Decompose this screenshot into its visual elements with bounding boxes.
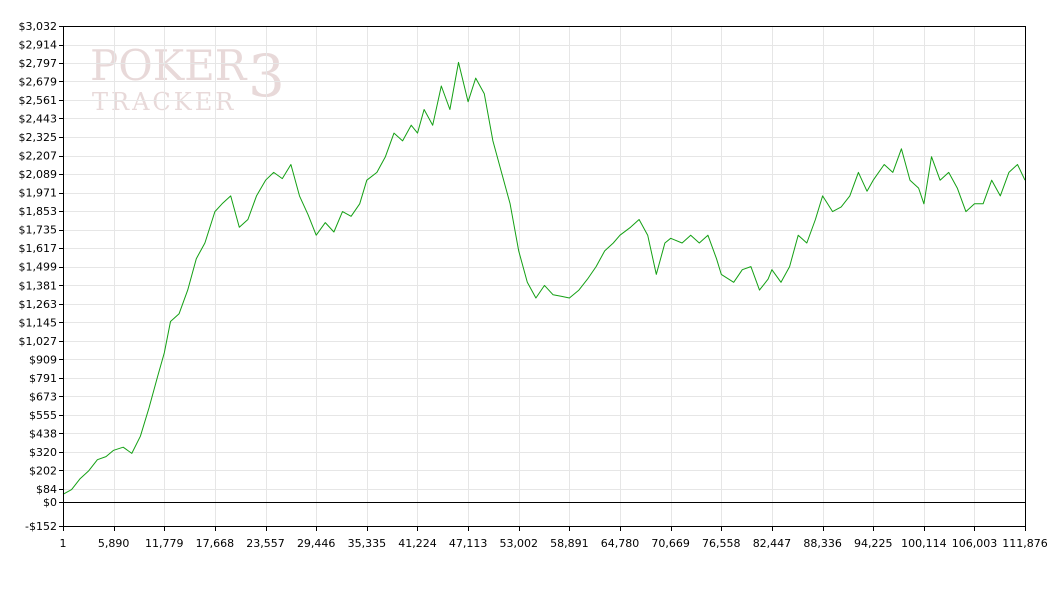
y-tick-label: $2,089 — [19, 168, 58, 181]
y-tick-label: $791 — [29, 372, 57, 385]
x-tick-label: 29,446 — [297, 537, 336, 550]
y-tick-label: $438 — [29, 427, 57, 440]
y-tick-label: $2,797 — [19, 57, 58, 70]
y-tick-label: $2,561 — [19, 94, 58, 107]
x-tick-label: 11,779 — [145, 537, 184, 550]
x-tick-label: 17,668 — [196, 537, 235, 550]
y-tick-label: $1,263 — [19, 298, 58, 311]
y-tick-label: $1,617 — [19, 242, 58, 255]
x-tick-label: 41,224 — [398, 537, 437, 550]
x-tick-label: 5,890 — [98, 537, 130, 550]
y-tick-label: $202 — [29, 464, 57, 477]
y-tick-label: $2,679 — [19, 75, 58, 88]
x-tick-label: 1 — [60, 537, 67, 550]
y-tick-label: $2,207 — [19, 150, 58, 163]
grid-lines — [63, 26, 1026, 527]
y-tick-label: -$152 — [25, 520, 57, 533]
x-tick-label: 70,669 — [651, 537, 690, 550]
x-tick-label: 53,002 — [499, 537, 538, 550]
x-tick-label: 100,114 — [901, 537, 947, 550]
x-tick-label: 88,336 — [803, 537, 842, 550]
y-tick-label: $1,381 — [19, 279, 58, 292]
watermark-tracker-text: TRACKER — [92, 88, 236, 116]
x-tick-label: 47,113 — [449, 537, 488, 550]
x-tick-label: 23,557 — [246, 537, 285, 550]
y-tick-label: $555 — [29, 409, 57, 422]
poker-tracker-watermark: POKER 3 TRACKER — [90, 41, 285, 116]
x-tick-label: 58,891 — [550, 537, 589, 550]
y-tick-label: $3,032 — [19, 20, 58, 33]
y-tick-label: $0 — [43, 496, 57, 509]
y-tick-label: $1,027 — [19, 335, 58, 348]
y-tick-label: $2,325 — [19, 131, 58, 144]
plot-area-frame — [63, 26, 1026, 527]
y-tick-label: $2,443 — [19, 112, 58, 125]
bankroll-series-line — [62, 61, 1026, 495]
series-group — [62, 61, 1026, 495]
y-axis-tick-labels: -$152 $0$84 $202 $320 $438 $555 $673 $791 $909 $1… — [19, 20, 63, 533]
watermark-poker-text: POKER — [90, 41, 248, 90]
x-tick-label: 94,225 — [854, 537, 893, 550]
x-tick-label: 76,558 — [702, 537, 741, 550]
y-tick-label: $1,971 — [19, 187, 58, 200]
x-tick-label: 35,335 — [348, 537, 387, 550]
y-tick-label: $1,145 — [19, 316, 58, 329]
x-tick-label: 111,876 — [1002, 537, 1048, 550]
x-tick-label: 64,780 — [601, 537, 640, 550]
y-tick-label: $1,735 — [19, 224, 58, 237]
y-tick-label: $2,914 — [19, 39, 58, 52]
x-axis-tick-labels: 1 5,890 11,779 17,668 23,557 29,446 35,335 41,2… — [60, 526, 1048, 550]
x-tick-label: 106,003 — [952, 537, 998, 550]
y-tick-label: $673 — [29, 390, 57, 403]
y-tick-label: $84 — [36, 483, 57, 496]
y-tick-label: $1,499 — [19, 261, 58, 274]
y-tick-label: $1,853 — [19, 205, 58, 218]
y-tick-label: $909 — [29, 353, 57, 366]
y-tick-label: $320 — [29, 446, 57, 459]
x-tick-label: 82,447 — [753, 537, 792, 550]
